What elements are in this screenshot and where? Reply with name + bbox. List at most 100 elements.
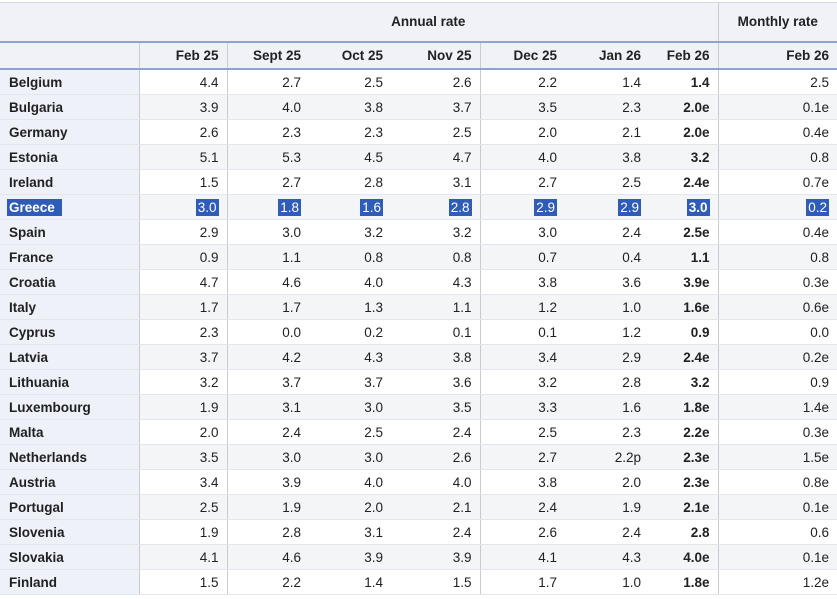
annual-rate-cell: 1.9	[139, 394, 228, 420]
annual-rate-cell: 3.2	[139, 369, 228, 395]
annual-rate-cell: 3.8	[480, 269, 565, 295]
annual-rate-cell: 3.7	[227, 369, 309, 395]
table-row: Spain 2.9 3.0 3.2 3.2 3.0 2.4 2.5e 0.4e	[0, 219, 837, 245]
country-label: Latvia	[9, 349, 49, 365]
country-label: Cyprus	[9, 324, 56, 340]
rate-value: 0.7e	[802, 174, 830, 190]
col-header-sept25: Sept 25	[227, 42, 309, 70]
country-cell: Spain	[0, 219, 140, 245]
annual-rate-cell: 1.8e	[649, 394, 719, 420]
annual-rate-cell: 1.4	[309, 569, 391, 595]
annual-rate-cell: 2.4e	[649, 344, 719, 370]
rate-value: 2.1	[452, 499, 472, 515]
annual-rate-cell: 2.6	[139, 119, 228, 145]
rate-value: 0.9	[810, 374, 830, 390]
annual-rate-cell: 0.2	[309, 319, 391, 345]
annual-rate-cell: 1.1	[391, 294, 481, 320]
rate-value: 3.1	[452, 174, 472, 190]
rate-value: 0.8	[452, 249, 472, 265]
annual-rate-cell: 3.2	[391, 219, 481, 245]
monthly-rate-cell: 0.6e	[718, 294, 837, 320]
rate-value: 1.4	[364, 574, 383, 590]
rate-value: 1.8e	[683, 399, 710, 415]
country-label: Austria	[9, 474, 56, 490]
rate-value: 1.5	[452, 574, 472, 590]
annual-rate-cell: 4.0	[309, 469, 391, 495]
annual-rate-cell: 3.8	[565, 144, 649, 170]
annual-rate-cell: 2.8	[649, 519, 719, 545]
table-row: Belgium 4.4 2.7 2.5 2.6 2.2 1.4 1.4 2.5	[0, 69, 837, 95]
table-row: Italy 1.7 1.7 1.3 1.1 1.2 1.0 1.6e 0.6e	[0, 294, 837, 320]
annual-rate-cell: 5.1	[139, 144, 228, 170]
country-cell: Croatia	[0, 269, 140, 295]
monthly-rate-cell: 0.0	[718, 319, 837, 345]
rate-value: 1.2e	[802, 574, 830, 590]
rate-value: 0.3e	[802, 274, 830, 290]
annual-rate-cell: 2.0	[309, 494, 391, 520]
annual-rate-cell: 2.0	[480, 119, 565, 145]
annual-rate-cell: 3.1	[227, 394, 309, 420]
annual-rate-cell: 2.4e	[649, 169, 719, 195]
annual-rate-cell: 1.6	[565, 394, 649, 420]
annual-rate-cell: 3.8	[309, 94, 391, 120]
annual-rate-cell: 2.7	[480, 169, 565, 195]
rate-value: 3.2	[690, 149, 710, 165]
annual-rate-cell: 1.0	[565, 569, 649, 595]
rate-value: 1.5	[199, 574, 219, 590]
annual-rate-cell: 4.3	[391, 269, 481, 295]
annual-rate-cell: 4.3	[565, 544, 649, 570]
annual-rate-cell: 3.6	[565, 269, 649, 295]
rate-value: 1.2	[538, 299, 557, 315]
rate-value: 0.1e	[802, 99, 830, 115]
annual-rate-cell: 3.2	[480, 369, 565, 395]
annual-rate-cell: 2.8	[565, 369, 649, 395]
annual-rate-cell: 1.7	[227, 294, 309, 320]
annual-rate-cell: 4.4	[139, 69, 228, 95]
annual-rate-cell: 2.5e	[649, 219, 719, 245]
table-row: Cyprus 2.3 0.0 0.2 0.1 0.1 1.2 0.9 0.0	[0, 319, 837, 345]
rate-value: 1.6e	[683, 299, 710, 315]
col-header-oct25: Oct 25	[309, 42, 391, 70]
rate-value: 4.0e	[683, 549, 710, 565]
rate-value: 0.1e	[802, 549, 830, 565]
table-row: Slovenia 1.9 2.8 3.1 2.4 2.6 2.4 2.8 0.6	[0, 519, 837, 545]
annual-rate-cell: 4.0e	[649, 544, 719, 570]
rate-value: 3.0	[538, 224, 557, 240]
country-cell: Ireland	[0, 169, 140, 195]
annual-rate-cell: 3.9e	[649, 269, 719, 295]
rate-value: 1.7	[282, 299, 301, 315]
annual-rate-cell: 2.3	[565, 94, 649, 120]
table-row: Bulgaria 3.9 4.0 3.8 3.7 3.5 2.3 2.0e 0.1e	[0, 94, 837, 120]
annual-rate-cell: 0.4	[565, 244, 649, 270]
rate-value: 3.3	[538, 399, 557, 415]
annual-rate-cell: 4.0	[391, 469, 481, 495]
rate-value: 2.2p	[614, 449, 641, 465]
monthly-rate-cell: 2.5	[718, 69, 837, 95]
rate-value: 2.5	[199, 499, 219, 515]
rate-value: 2.5	[364, 74, 383, 90]
rate-value: 0.3e	[802, 424, 830, 440]
country-cell: France	[0, 244, 140, 270]
annual-rate-cell: 3.4	[139, 469, 228, 495]
annual-rate-cell: 2.3	[309, 119, 391, 145]
rate-value: 3.5	[452, 399, 472, 415]
annual-rate-cell: 0.9	[649, 319, 719, 345]
annual-rate-cell: 1.4	[565, 69, 649, 95]
annual-rate-cell: 2.0	[139, 419, 228, 445]
rate-value: 0.1	[538, 324, 557, 340]
rate-value: 1.0	[622, 299, 641, 315]
rate-value: 0.7	[538, 249, 557, 265]
country-cell: Austria	[0, 469, 140, 495]
rate-value: 1.3	[364, 299, 383, 315]
annual-rate-cell: 1.5	[391, 569, 481, 595]
annual-rate-cell: 2.7	[227, 69, 309, 95]
annual-rate-cell: 1.7	[139, 294, 228, 320]
annual-rate-cell: 2.8	[391, 194, 481, 220]
table-row: Austria 3.4 3.9 4.0 4.0 3.8 2.0 2.3e 0.8e	[0, 469, 837, 495]
annual-rate-cell: 1.4	[649, 69, 719, 95]
rate-value: 1.4	[690, 74, 710, 90]
annual-rate-cell: 2.3e	[649, 469, 719, 495]
table-row: France 0.9 1.1 0.8 0.8 0.7 0.4 1.1 0.8	[0, 244, 837, 270]
country-label: Greece	[7, 198, 62, 216]
rate-value: 0.0	[282, 324, 301, 340]
